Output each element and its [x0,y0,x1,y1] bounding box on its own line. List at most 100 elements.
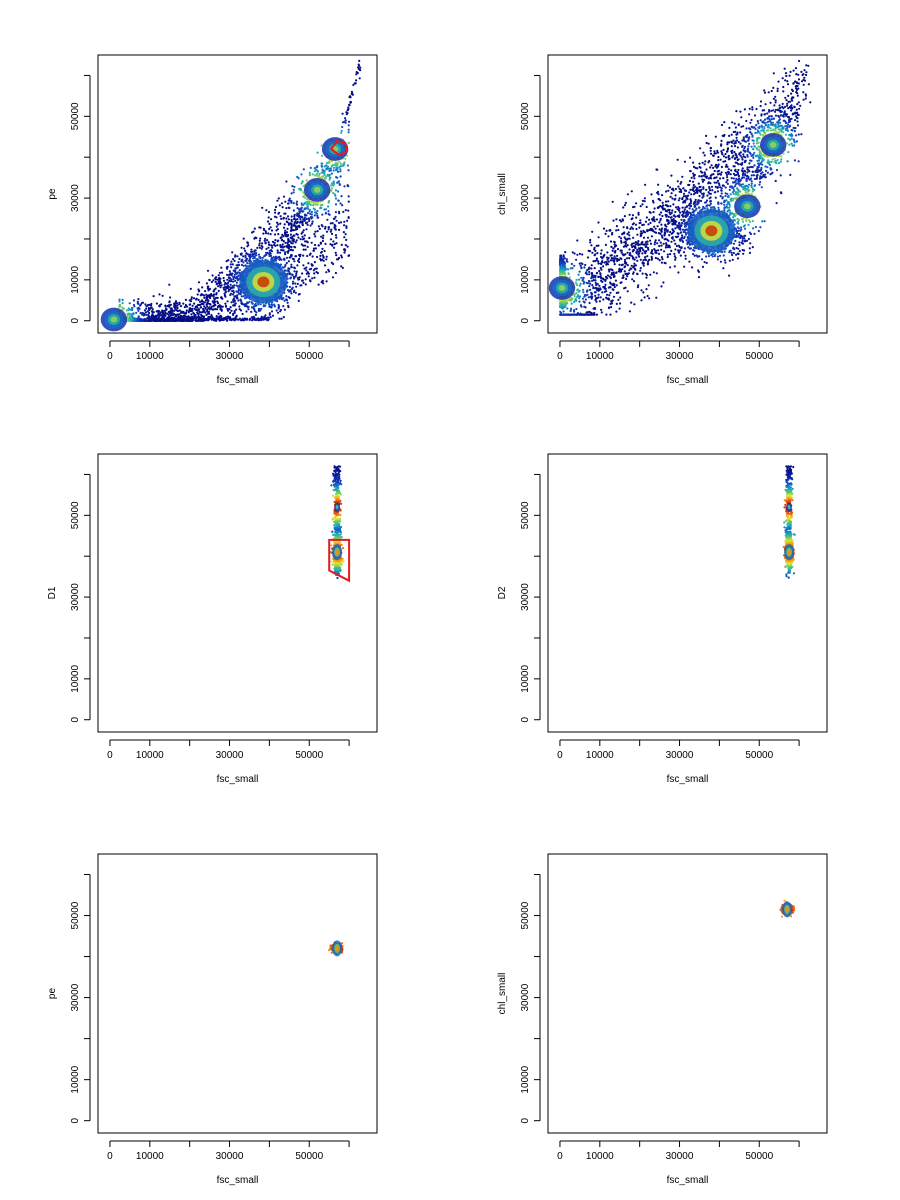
data-point [314,247,317,250]
data-point [716,179,720,182]
data-point [300,206,304,209]
data-point [688,179,692,183]
data-point [690,193,693,196]
data-point [293,185,296,188]
data-point [727,168,730,171]
data-point [736,170,739,174]
data-point [795,134,798,137]
data-point [321,237,325,240]
data-point [768,118,771,121]
data-point [203,301,206,304]
data-point [325,175,328,178]
data-point [345,113,348,116]
data-point [244,264,247,267]
data-point [598,300,602,303]
data-point [605,313,608,316]
data-point [278,211,281,214]
data-point [666,205,670,208]
data-point [649,242,653,245]
data-point [680,181,683,184]
data-point [636,259,639,262]
data-point [794,119,797,122]
data-point [340,243,343,246]
data-point [678,187,681,190]
data-point [280,239,283,242]
data-point [279,215,282,218]
data-point [311,264,314,267]
data-point [245,310,248,313]
data-point [344,209,347,212]
data-point [178,317,181,321]
data-point [141,313,144,316]
data-point [302,281,305,284]
data-point [197,312,200,316]
data-point [664,200,668,203]
data-point [786,83,790,86]
data-point [340,256,343,259]
data-point [246,318,249,321]
data-point [144,303,147,306]
data-point [285,245,288,248]
data-point [176,307,179,310]
data-point [306,271,309,274]
data-point [196,293,199,296]
data-point [285,180,288,183]
data-point [215,315,218,318]
data-point [279,236,282,240]
data-point [220,284,223,287]
data-point [245,304,248,308]
data-point [306,200,309,203]
data-point [316,216,319,219]
data-point [343,161,346,164]
data-point [290,215,293,218]
data-point [290,254,293,257]
data-point [767,91,770,94]
data-point [344,119,347,122]
data-point [310,213,313,216]
data-point [675,206,678,209]
data-point [631,255,634,258]
data-point [772,97,776,100]
data-point [303,202,306,205]
data-point [674,248,677,251]
data-point [306,245,309,248]
data-point [152,317,155,320]
data-point [161,309,164,312]
data-point [345,225,348,228]
data-point [187,310,190,313]
density-level [257,276,270,288]
data-point [206,298,209,301]
data-point [323,249,326,253]
data-point [734,126,738,129]
data-point [608,294,611,297]
data-point [651,249,654,252]
data-point [143,309,146,312]
data-point [762,120,765,123]
data-point [297,215,300,218]
data-point [787,107,790,110]
data-point [274,239,277,242]
data-point [213,288,216,291]
data-point [280,202,283,205]
data-point [303,219,306,222]
data-point [743,108,747,111]
data-point [240,319,243,322]
data-point [645,276,648,279]
data-point [299,238,302,241]
data-point [613,263,616,266]
data-point [616,248,620,251]
data-point [704,160,707,163]
data-point [118,300,121,303]
data-point [615,218,618,221]
data-point [194,319,197,322]
data-point [594,287,597,290]
data-point [789,70,792,73]
data-point [292,188,295,191]
data-point [137,315,140,318]
data-point [664,209,667,212]
data-point [688,191,691,194]
data-point [722,148,725,151]
data-point [201,293,204,296]
data-point [212,293,216,296]
data-point [739,151,743,154]
